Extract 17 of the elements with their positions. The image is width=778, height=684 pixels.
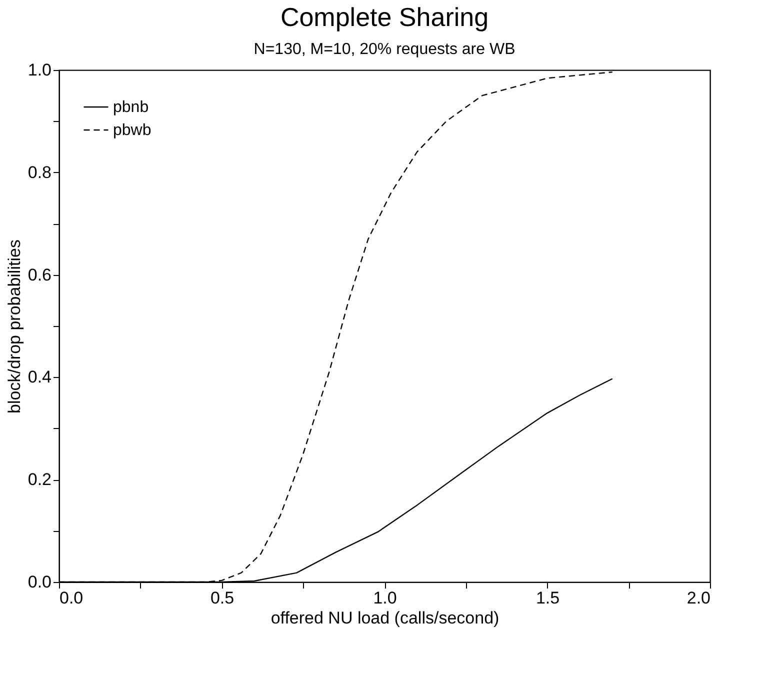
chart-subtitle: N=130, M=10, 20% requests are WB [254,41,516,58]
y-tick-label: 0.2 [28,470,52,490]
y-tick-label: 0.4 [28,368,52,387]
x-tick-label: 2.0 [686,588,710,608]
legend-label: pbnb [113,99,149,116]
x-tick-label: 1.5 [536,588,560,608]
legend-label: pbwb [113,122,152,139]
y-tick-label: 0.8 [28,162,52,182]
y-tick-label: 1.0 [28,60,52,80]
y-tick-label: 0.0 [28,572,52,592]
x-axis-title: offered NU load (calls/second) [270,608,500,628]
y-axis-title: block/drop probabilities [4,240,24,414]
y-tick-label: 0.6 [28,265,52,284]
x-tick-label: 1.0 [373,588,397,608]
x-tick-label: 0.5 [210,588,234,608]
x-tick-label: 0.0 [60,588,84,608]
chart-title: Complete Sharing [280,2,489,32]
